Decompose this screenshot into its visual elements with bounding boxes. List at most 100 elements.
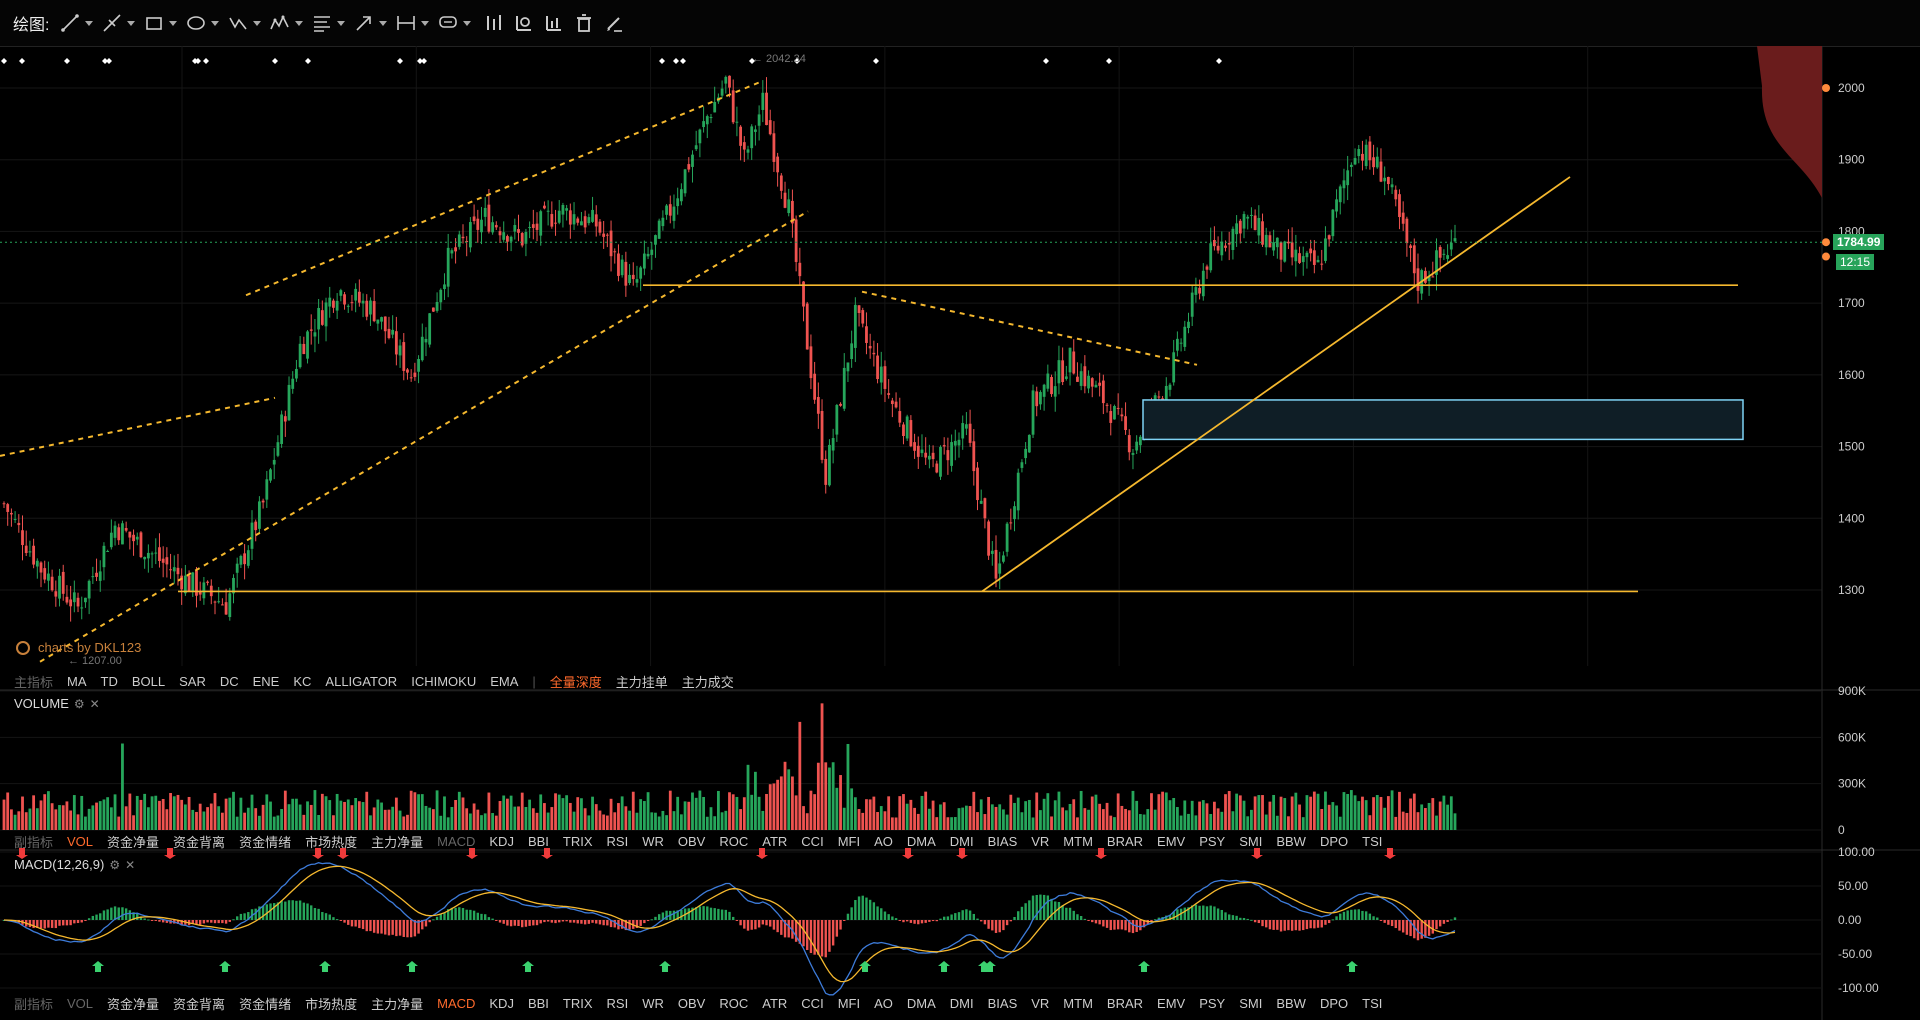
indicator-tab-mtm[interactable]: MTM [1063,833,1093,849]
macd-histogram-bar [1383,920,1386,923]
volume-bar [146,807,150,830]
fib-tool[interactable] [311,8,346,38]
depth-tab-1[interactable]: 主力挂单 [615,674,668,690]
indicator-tab-dmi[interactable]: DMI [949,995,974,1011]
arrow-tool[interactable] [353,8,388,38]
indicator-tab-vr[interactable]: VR [1031,995,1050,1011]
indicator-tab-macd[interactable]: MACD [437,995,476,1011]
rectangle-tool[interactable] [143,8,178,38]
indicator-tab-bbi[interactable]: BBI [527,995,549,1011]
indicator-tab-sar[interactable]: SAR [179,673,206,689]
indicator-tab-smi[interactable]: SMI [1239,995,1263,1011]
indicator-tab-rsi[interactable]: RSI [606,995,629,1011]
indicator-tab-atr[interactable]: ATR [762,995,788,1011]
indicator-tab-trix[interactable]: TRIX [562,833,593,849]
indicator-tab-资金情绪[interactable]: 资金情绪 [239,996,292,1012]
indicator-tab-obv[interactable]: OBV [677,833,706,849]
indicator-tab-主力净量[interactable]: 主力净量 [371,834,424,850]
candle-body [465,241,469,243]
indicator-tab-obv[interactable]: OBV [677,995,706,1011]
indicator-tab-dma[interactable]: DMA [906,995,936,1011]
wave-tool[interactable] [227,8,262,38]
close-icon[interactable]: ✕ [89,696,100,711]
indicator-tab-bbi[interactable]: BBI [527,833,549,849]
indicator-tab-psy[interactable]: PSY [1199,995,1226,1011]
indicator-tab-roc[interactable]: ROC [719,995,749,1011]
indicator-tab-dpo[interactable]: DPO [1319,995,1349,1011]
depth-tab-0[interactable]: 全量深度 [549,674,602,690]
indicator-tab-trix[interactable]: TRIX [562,995,593,1011]
indicator-tab-emv[interactable]: EMV [1157,833,1186,849]
indicator-tab-ema[interactable]: EMA [490,673,519,689]
indicator-tab-psy[interactable]: PSY [1199,833,1226,849]
indicator-tab-kc[interactable]: KC [293,673,312,689]
gear-icon[interactable]: ⚙ [73,696,85,711]
indicator-tab-dc[interactable]: DC [219,673,239,689]
indicator-tab-mfi[interactable]: MFI [837,995,861,1011]
indicator-tab-ichimoku[interactable]: ICHIMOKU [411,673,477,689]
gear-icon[interactable]: ⚙ [109,857,121,872]
indicator-tab-mfi[interactable]: MFI [837,833,861,849]
indicator-tab-bbw[interactable]: BBW [1276,995,1306,1011]
indicator-tab-dma[interactable]: DMA [906,833,936,849]
comment-tool[interactable] [437,8,472,38]
indicator-tab-dmi[interactable]: DMI [949,833,974,849]
indicator-tab-资金净量[interactable]: 资金净量 [107,996,160,1012]
indicator-tab-cci[interactable]: CCI [801,833,824,849]
indicator-tab-vol[interactable]: VOL [67,833,94,849]
candle-body [494,225,498,228]
indicator-tab-vr[interactable]: VR [1031,833,1050,849]
indicator-tab-资金背离[interactable]: 资金背离 [173,834,226,850]
layers-button[interactable] [509,8,539,38]
trend-line-tool[interactable] [59,8,94,38]
indicator-tab-brar[interactable]: BRAR [1106,833,1144,849]
indicator-tab-bbw[interactable]: BBW [1276,833,1306,849]
indicator-tab-ao[interactable]: AO [874,833,893,849]
indicator-tab-rsi[interactable]: RSI [606,833,629,849]
indicator-tab-kdj[interactable]: KDJ [489,833,514,849]
indicator-tab-资金净量[interactable]: 资金净量 [107,834,160,850]
macd-histogram-bar [1405,920,1409,935]
indicator-tab-td[interactable]: TD [100,673,118,689]
indicator-tab-alligator[interactable]: ALLIGATOR [325,673,398,689]
indicator-tab-brar[interactable]: BRAR [1106,995,1144,1011]
indicator-tab-macd[interactable]: MACD [437,833,476,849]
indicator-tab-市场热度[interactable]: 市场热度 [305,996,358,1012]
drawing-settings-button[interactable] [599,8,629,38]
close-icon[interactable]: ✕ [125,857,136,872]
indicator-tab-kdj[interactable]: KDJ [489,995,514,1011]
ray-tool[interactable] [101,8,136,38]
ellipse-tool[interactable] [185,8,220,38]
indicator-tab-roc[interactable]: ROC [719,833,749,849]
indicator-tab-vol[interactable]: VOL [67,995,94,1011]
indicator-tab-dpo[interactable]: DPO [1319,833,1349,849]
bars-button[interactable] [479,8,509,38]
columns-button[interactable] [539,8,569,38]
indicator-tab-市场热度[interactable]: 市场热度 [305,834,358,850]
indicator-tab-wr[interactable]: WR [642,995,664,1011]
measure-tool[interactable] [395,8,430,38]
indicator-tab-wr[interactable]: WR [642,833,664,849]
indicator-tab-atr[interactable]: ATR [762,833,788,849]
indicator-tab-cci[interactable]: CCI [801,995,824,1011]
indicator-tab-mtm[interactable]: MTM [1063,995,1093,1011]
indicator-tab-ma[interactable]: MA [67,673,87,689]
indicator-tab-主力净量[interactable]: 主力净量 [371,996,424,1012]
indicator-tab-资金情绪[interactable]: 资金情绪 [239,834,292,850]
indicator-tab-tsi[interactable]: TSI [1362,833,1383,849]
indicator-tab-boll[interactable]: BOLL [131,673,166,689]
indicator-tab-bias[interactable]: BIAS [987,995,1018,1011]
indicator-tab-资金背离[interactable]: 资金背离 [173,996,226,1012]
candle-body [1368,141,1372,161]
indicator-tab-smi[interactable]: SMI [1239,833,1263,849]
delete-drawings-button[interactable] [569,8,599,38]
indicator-tab-emv[interactable]: EMV [1157,995,1186,1011]
indicator-tab-bias[interactable]: BIAS [987,833,1018,849]
indicator-tab-ao[interactable]: AO [874,995,893,1011]
indicator-tab-tsi[interactable]: TSI [1362,995,1383,1011]
pattern-tool[interactable] [269,8,304,38]
indicator-tab-ene[interactable]: ENE [252,673,280,689]
macd-histogram-bar [313,908,317,920]
depth-tab-2[interactable]: 主力成交 [681,674,734,690]
